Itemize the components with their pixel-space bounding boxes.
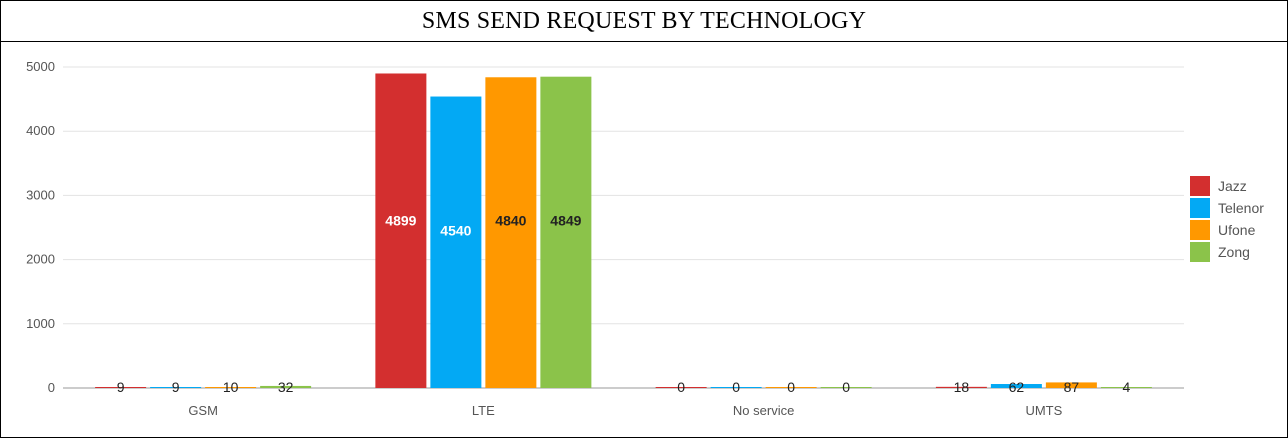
bar-ufone-umts[interactable] [1045,382,1097,388]
bar-jazz-umts[interactable] [935,386,987,388]
data-label: 10 [223,379,239,395]
x-tick-label: LTE [472,403,495,418]
bar-ufone-lte[interactable] [485,77,537,388]
data-label: 9 [172,379,180,395]
data-label: 0 [677,379,685,395]
bar-telenor-lte[interactable] [430,96,482,389]
bar-jazz-gsm[interactable] [95,387,147,388]
y-tick-label: 0 [48,380,55,395]
bar-ufone-no-service[interactable] [765,387,817,388]
y-tick-label: 2000 [26,252,55,267]
legend-label-jazz: Jazz [1218,178,1247,194]
x-tick-label: GSM [188,403,218,418]
data-label: 0 [842,379,850,395]
x-tick-label: No service [733,403,794,418]
data-label: 0 [732,379,740,395]
legend-swatch-zong [1190,242,1210,262]
bar-telenor-umts[interactable] [990,384,1042,388]
data-label: 62 [1009,379,1025,395]
data-label: 9 [117,379,125,395]
data-label: 4849 [550,213,581,229]
chart-title-bar: SMS SEND REQUEST BY TECHNOLOGY [1,1,1287,42]
data-label: 87 [1064,379,1080,395]
data-label: 18 [954,379,970,395]
data-label: 32 [278,379,294,395]
data-label: 0 [787,379,795,395]
x-tick-label: UMTS [1025,403,1062,418]
y-tick-label: 5000 [26,59,55,74]
data-label: 4540 [440,223,471,239]
legend-label-ufone: Ufone [1218,222,1256,238]
bar-zong-umts[interactable] [1100,387,1152,388]
bar-zong-no-service[interactable] [820,387,872,388]
bar-zong-lte[interactable] [540,76,592,388]
bar-ufone-gsm[interactable] [205,387,257,388]
data-label: 4840 [495,213,526,229]
y-tick-label: 1000 [26,316,55,331]
legend-swatch-jazz [1190,176,1210,196]
bar-jazz-lte[interactable] [375,73,427,389]
legend-label-telenor: Telenor [1218,200,1264,216]
legend-label-zong: Zong [1218,244,1250,260]
data-label: 4899 [385,213,416,229]
bar-telenor-gsm[interactable] [150,387,202,388]
bar-zong-gsm[interactable] [260,385,312,388]
y-tick-label: 4000 [26,123,55,138]
legend-swatch-telenor [1190,198,1210,218]
y-tick-label: 3000 [26,187,55,202]
data-label: 4 [1122,379,1130,395]
bar-jazz-no-service[interactable] [655,387,707,388]
legend-swatch-ufone [1190,220,1210,240]
chart-title: SMS SEND REQUEST BY TECHNOLOGY [421,7,867,34]
bar-telenor-no-service[interactable] [710,387,762,388]
